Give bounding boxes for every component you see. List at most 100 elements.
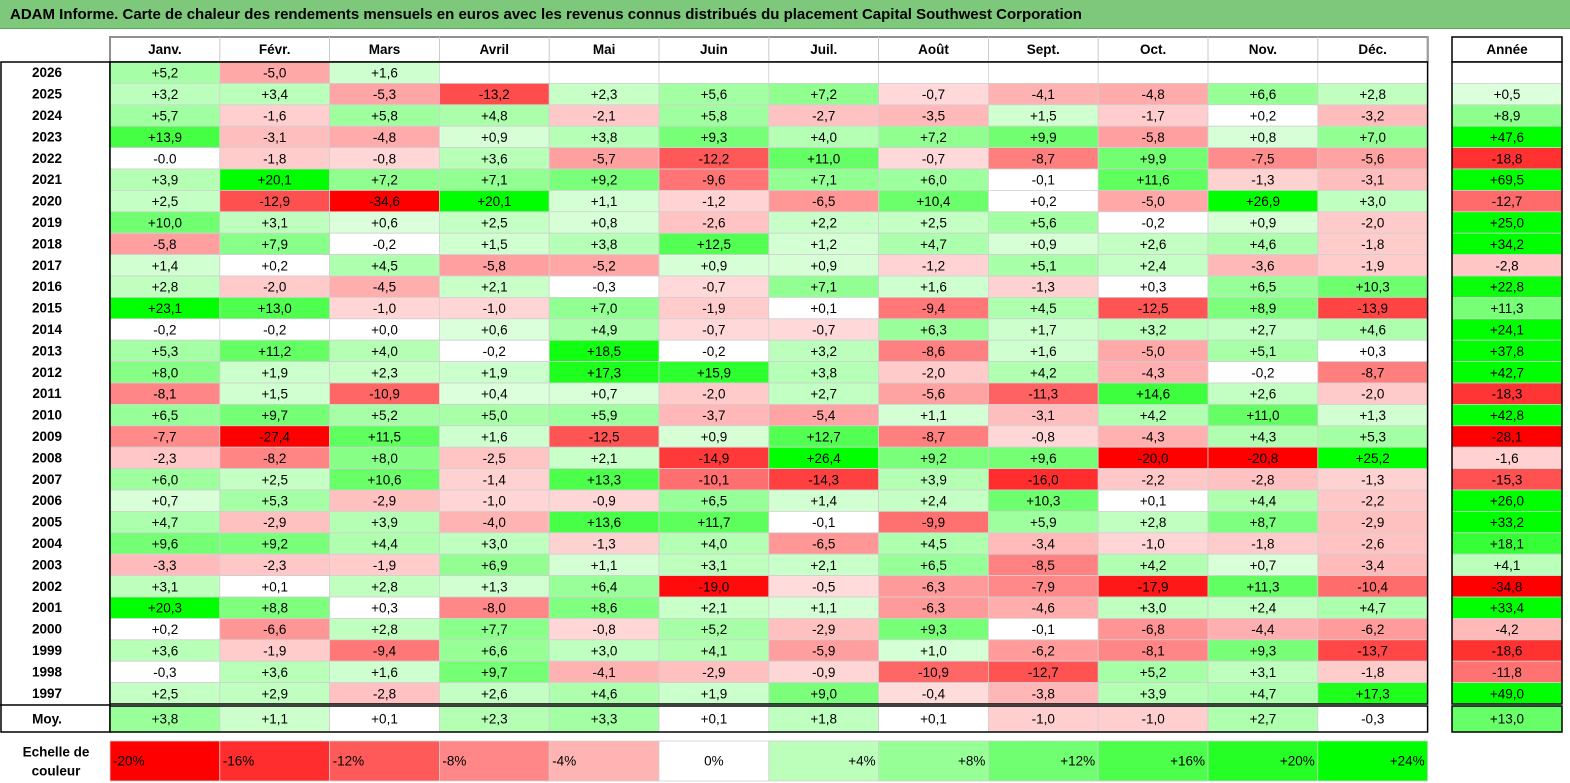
cell-value: +1,9 <box>701 686 728 701</box>
average-value: +0,1 <box>371 712 398 727</box>
cell-value: -1,0 <box>1141 537 1164 552</box>
annual-value: -2,8 <box>1495 258 1518 273</box>
cell-value: +2,5 <box>152 194 179 209</box>
cell-value: -0,9 <box>812 665 835 680</box>
cell-value: -6,5 <box>812 194 835 209</box>
cell-value: +26,9 <box>1246 194 1280 209</box>
month-header-9: Sept. <box>1027 42 1060 57</box>
cell-value: -1,9 <box>263 644 286 659</box>
cell-value: -3,1 <box>1032 408 1055 423</box>
cell-value: +5,3 <box>1359 430 1386 445</box>
annual-value: -18,6 <box>1492 644 1523 659</box>
cell-value: +4,2 <box>1030 365 1057 380</box>
cell-value: +0,0 <box>371 323 398 338</box>
cell-value: -1,9 <box>373 558 396 573</box>
cell-value: +9,3 <box>920 622 947 637</box>
cell-value: -2,6 <box>702 216 725 231</box>
cell-value: +17,3 <box>1356 686 1390 701</box>
cell-value: +7,9 <box>261 237 288 252</box>
cell-value: -6,3 <box>922 601 945 616</box>
cell-value: -3,6 <box>1251 258 1274 273</box>
cell-value: -16,0 <box>1028 472 1059 487</box>
cell-value: +4,3 <box>1250 430 1277 445</box>
color-scale-step: +16% <box>1170 754 1205 769</box>
annual-value: +42,8 <box>1490 408 1524 423</box>
cell-value: +2,1 <box>810 558 837 573</box>
cell-value: -8,5 <box>1032 558 1055 573</box>
cell-value: -1,0 <box>483 494 506 509</box>
cell-value: -5,0 <box>1141 194 1164 209</box>
cell-value: -0,2 <box>153 323 176 338</box>
cell-value: -5,2 <box>592 258 615 273</box>
annual-value: +42,7 <box>1490 365 1524 380</box>
heatmap-cell <box>548 61 660 84</box>
annual-value: -12,7 <box>1492 194 1523 209</box>
cell-value: +2,8 <box>371 579 398 594</box>
average-value: +1,1 <box>261 712 288 727</box>
cell-value: +4,2 <box>1140 558 1167 573</box>
year-label-1998: 1998 <box>32 664 63 679</box>
cell-value: +5,2 <box>371 408 398 423</box>
cell-value: -10,9 <box>918 665 949 680</box>
cell-value: +1,6 <box>1030 344 1057 359</box>
color-scale-swatch <box>988 740 1099 782</box>
year-label-2018: 2018 <box>32 236 63 251</box>
cell-value: +7,0 <box>591 301 618 316</box>
cell-value: +9,0 <box>810 686 837 701</box>
cell-value: +3,2 <box>1140 323 1167 338</box>
cell-value: +2,9 <box>261 686 288 701</box>
average-annual-value: +13,0 <box>1490 712 1524 727</box>
month-header-2: Févr. <box>259 42 291 57</box>
average-value: +0,1 <box>920 712 947 727</box>
heatmap-cell <box>878 61 989 84</box>
cell-value: +11,5 <box>368 430 401 445</box>
cell-value: -0,8 <box>373 151 396 166</box>
year-label-2019: 2019 <box>32 215 62 230</box>
cell-value: -1,9 <box>1361 258 1384 273</box>
cell-value: -12,5 <box>589 430 620 445</box>
year-label-2002: 2002 <box>32 579 62 594</box>
cell-value: -0,1 <box>812 515 835 530</box>
cell-value: +25,2 <box>1356 451 1390 466</box>
cell-value: +1,3 <box>1359 408 1386 423</box>
cell-value: +10,3 <box>1026 494 1060 509</box>
annual-value: +4,1 <box>1494 558 1521 573</box>
cell-value: -8,2 <box>263 451 286 466</box>
cell-value: -1,8 <box>1361 665 1384 680</box>
color-scale-step: +20% <box>1280 754 1315 769</box>
cell-value: +0,7 <box>591 387 618 402</box>
color-scale-step: -4% <box>552 754 576 769</box>
cell-value: -8,0 <box>483 601 506 616</box>
cell-value: -2,0 <box>922 365 945 380</box>
color-scale-swatch <box>548 740 660 782</box>
cell-value: +0,1 <box>810 301 837 316</box>
cell-value: +0,9 <box>701 430 728 445</box>
cell-value: -1,2 <box>702 194 725 209</box>
cell-value: +2,1 <box>481 280 508 295</box>
cell-value: -6,3 <box>922 579 945 594</box>
average-row-frame <box>109 705 1429 733</box>
cell-value: +6,9 <box>481 558 508 573</box>
cell-value: -12,9 <box>259 194 290 209</box>
cell-value: -5,8 <box>1141 130 1164 145</box>
cell-value: +0,6 <box>371 216 398 231</box>
month-header-6: Juin <box>700 42 728 57</box>
cell-value: +13,3 <box>587 472 621 487</box>
cell-value: +2,3 <box>591 87 618 102</box>
cell-value: +3,6 <box>481 151 508 166</box>
cell-value: -0,7 <box>812 323 835 338</box>
annual-value: +33,2 <box>1490 515 1524 530</box>
cell-value: +0,9 <box>810 258 837 273</box>
average-value: +3,8 <box>152 712 179 727</box>
cell-value: +0,8 <box>1250 130 1277 145</box>
heatmap-cell <box>658 61 770 84</box>
cell-value: +8,6 <box>591 601 618 616</box>
month-header-5: Mai <box>593 42 616 57</box>
cell-value: -1,2 <box>922 258 945 273</box>
year-label-2000: 2000 <box>32 622 62 637</box>
cell-value: +1,7 <box>1030 323 1057 338</box>
cell-value: +3,6 <box>261 665 288 680</box>
cell-value: -4,5 <box>373 280 396 295</box>
cell-value: +1,1 <box>810 601 837 616</box>
annual-value: -11,8 <box>1492 665 1522 680</box>
